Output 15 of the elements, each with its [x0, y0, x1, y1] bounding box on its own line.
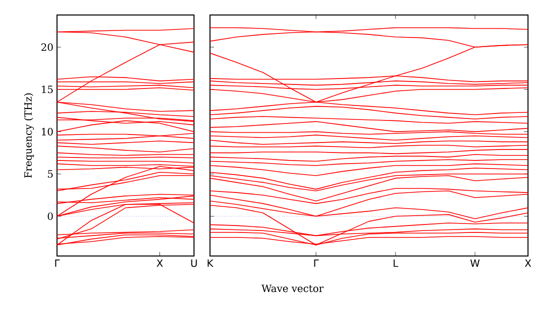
y-tick-label: 5 — [48, 170, 53, 178]
y-tick-label: 10 — [42, 128, 53, 136]
x-tick-label: K — [208, 260, 214, 267]
x-tick-label: L — [394, 260, 398, 267]
y-axis-title: Frequency (THz) — [24, 93, 34, 178]
x-tick-label: Γ — [314, 260, 319, 267]
x-tick-label: W — [470, 260, 480, 267]
y-tick-label: 15 — [42, 86, 53, 94]
y-tick-label: 20 — [41, 43, 53, 51]
y-tick-label: 0 — [48, 212, 53, 220]
x-tick-label: X — [524, 260, 532, 267]
x-tick-label: Γ — [55, 260, 60, 267]
x-tick-label: U — [191, 260, 197, 267]
x-tick-label: X — [156, 260, 163, 267]
x-axis-title: Wave vector — [262, 284, 324, 292]
